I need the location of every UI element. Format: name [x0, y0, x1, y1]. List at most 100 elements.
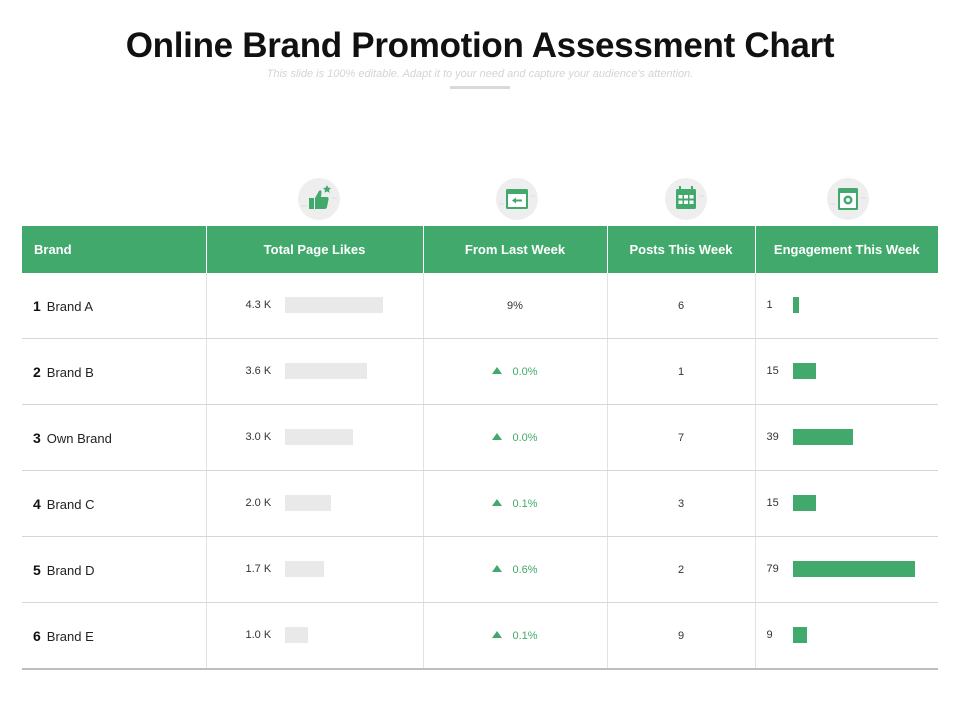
up-arrow-icon — [492, 432, 503, 440]
likes-value: 3.0 K — [245, 430, 272, 443]
table-header-row: Brand Total Page Likes From Last Week Po… — [22, 226, 938, 273]
likes-value: 1.0 K — [245, 628, 272, 641]
total-page-likes-cell: 1.7 K — [206, 536, 424, 603]
likes-value: 3.6 K — [245, 364, 272, 377]
brand-name: Brand A — [46, 298, 94, 314]
likes-bar — [284, 626, 308, 643]
engagement-screen-icon — [825, 176, 871, 222]
from-last-week-cell: 9% — [423, 273, 608, 339]
change-value: 0.1% — [492, 629, 538, 642]
up-arrow-icon — [492, 564, 503, 572]
change-value: 9% — [507, 300, 523, 312]
likes-value: 2.0 K — [245, 496, 272, 509]
from-last-week-cell: 0.0% — [423, 338, 608, 405]
brand-name: Brand B — [46, 364, 94, 380]
table-row: 1 Brand A 4.3 K 9% 6 1 — [22, 273, 938, 339]
posts-this-week-cell: 3 — [607, 470, 756, 537]
rank-number: 4 — [33, 495, 41, 512]
from-last-week-cell: 0.1% — [423, 602, 608, 670]
total-page-likes-cell: 3.6 K — [206, 338, 424, 405]
change-value: 0.6% — [492, 563, 538, 576]
engagement-bar — [792, 626, 807, 643]
table-row: 4 Brand C 2.0 K 0.1% 3 15 — [22, 470, 938, 537]
brand-cell: 2 Brand B — [22, 338, 207, 405]
engagement-this-week-cell: 15 — [755, 338, 938, 405]
engagement-this-week-cell: 1 — [755, 273, 938, 339]
table-row: 3 Own Brand 3.0 K 0.0% 7 39 — [22, 404, 938, 471]
engagement-bar — [792, 428, 853, 445]
up-arrow-icon — [492, 630, 503, 638]
change-text: 0.1% — [512, 497, 538, 510]
change-text: 0.6% — [512, 563, 538, 576]
total-page-likes-cell: 1.0 K — [206, 602, 424, 670]
table-row: 5 Brand D 1.7 K 0.6% 2 79 — [22, 536, 938, 603]
engagement-this-week-cell: 79 — [755, 536, 938, 603]
rank-number: 5 — [33, 561, 41, 578]
posts-this-week-cell: 7 — [607, 404, 756, 471]
engagement-this-week-cell: 39 — [755, 404, 938, 471]
page-subtitle: This slide is 100% editable. Adapt it to… — [266, 68, 694, 80]
change-text: 0.1% — [512, 629, 538, 642]
change-value: 0.0% — [492, 365, 538, 378]
column-header-brand: Brand — [22, 226, 207, 273]
page-title: Online Brand Promotion Assessment Chart — [125, 26, 835, 65]
brand-name: Brand D — [46, 562, 95, 578]
engagement-value: 15 — [766, 364, 779, 377]
posts-this-week-cell: 6 — [607, 273, 756, 339]
rank-number: 3 — [33, 429, 41, 446]
thumbs-up-icon — [296, 176, 342, 222]
engagement-bar — [792, 362, 816, 379]
engagement-this-week-cell: 15 — [755, 470, 938, 537]
column-header-posts-this-week: Posts This Week — [607, 226, 756, 273]
column-header-total-page-likes: Total Page Likes — [206, 226, 424, 273]
engagement-bar — [792, 494, 816, 511]
rank-number: 2 — [33, 363, 41, 380]
up-arrow-icon — [492, 366, 503, 374]
title-divider — [450, 86, 510, 89]
brand-cell: 1 Brand A — [22, 273, 207, 339]
likes-bar — [284, 296, 383, 313]
calendar-icon — [663, 176, 709, 222]
total-page-likes-cell: 3.0 K — [206, 404, 424, 471]
brand-cell: 6 Brand E — [22, 602, 207, 670]
from-last-week-cell: 0.6% — [423, 536, 608, 603]
change-text: 0.0% — [512, 431, 538, 444]
brand-cell: 4 Brand C — [22, 470, 207, 537]
engagement-this-week-cell: 9 — [755, 602, 938, 670]
engagement-bar — [792, 296, 799, 313]
engagement-value: 79 — [766, 562, 779, 575]
change-value: 0.1% — [492, 497, 538, 510]
posts-this-week-cell: 2 — [607, 536, 756, 603]
change-value: 0.0% — [492, 431, 538, 444]
likes-value: 4.3 K — [245, 298, 272, 311]
rank-number: 6 — [33, 627, 41, 644]
rank-number: 1 — [33, 297, 41, 314]
engagement-value: 1 — [766, 298, 773, 311]
brand-name: Brand E — [46, 628, 94, 644]
brand-cell: 5 Brand D — [22, 536, 207, 603]
brand-name: Own Brand — [46, 430, 112, 446]
engagement-value: 9 — [766, 628, 773, 641]
brand-name: Brand C — [46, 496, 95, 512]
table-row: 6 Brand E 1.0 K 0.1% 9 9 — [22, 602, 938, 670]
from-last-week-cell: 0.1% — [423, 470, 608, 537]
column-header-engagement-this-week: Engagement This Week — [755, 226, 938, 273]
up-arrow-icon — [492, 498, 503, 506]
total-page-likes-cell: 4.3 K — [206, 273, 424, 339]
engagement-value: 39 — [766, 430, 779, 443]
total-page-likes-cell: 2.0 K — [206, 470, 424, 537]
engagement-bar — [792, 560, 915, 577]
likes-bar — [284, 362, 367, 379]
table-row: 2 Brand B 3.6 K 0.0% 1 15 — [22, 338, 938, 405]
likes-bar — [284, 428, 353, 445]
likes-bar — [284, 560, 324, 577]
browser-window-icon — [494, 176, 540, 222]
change-text: 9% — [507, 299, 523, 312]
from-last-week-cell: 0.0% — [423, 404, 608, 471]
posts-this-week-cell: 9 — [607, 602, 756, 670]
brand-cell: 3 Own Brand — [22, 404, 207, 471]
change-text: 0.0% — [512, 365, 538, 378]
likes-value: 1.7 K — [245, 562, 272, 575]
brand-assessment-table: Brand Total Page Likes From Last Week Po… — [22, 226, 938, 670]
engagement-value: 15 — [766, 496, 779, 509]
